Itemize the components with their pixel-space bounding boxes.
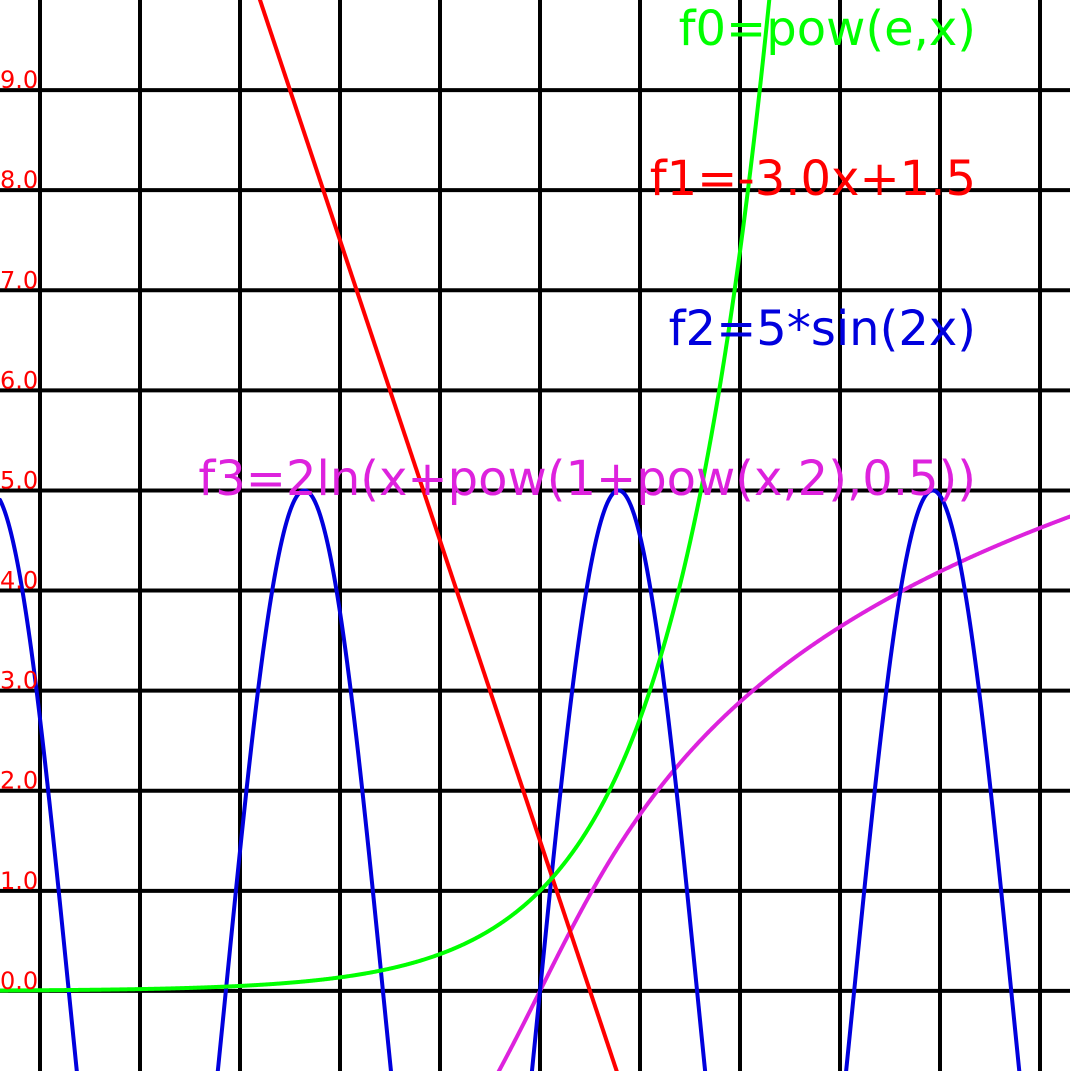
y-tick-label: 6.0 xyxy=(0,366,38,394)
legend-label-f0: f0=pow(e,x) xyxy=(679,1,976,57)
y-tick-label: 3.0 xyxy=(0,667,38,695)
horizontal-grid-lines xyxy=(0,88,1070,993)
series-line-f0 xyxy=(0,0,772,993)
function-legend: f0=pow(e,x) f1=-3.0x+1.5 f2=5*sin(2x) f3… xyxy=(198,1,976,507)
y-tick-label: 2.0 xyxy=(0,767,38,795)
y-tick-label: 1.0 xyxy=(0,867,38,895)
y-tick-label: 9.0 xyxy=(0,66,38,94)
y-tick-label: 4.0 xyxy=(0,567,38,595)
y-tick-label: 5.0 xyxy=(0,466,38,494)
series-line-f3 xyxy=(496,514,1070,1071)
series-line-f2 xyxy=(0,488,1022,1071)
y-tick-label: 8.0 xyxy=(0,166,38,194)
y-tick-labels: 0.0 1.0 2.0 3.0 4.0 5.0 6.0 7.0 8.0 9.0 xyxy=(0,66,38,995)
series-line-f1 xyxy=(257,0,619,1071)
legend-label-f2: f2=5*sin(2x) xyxy=(669,301,976,357)
legend-label-f1: f1=-3.0x+1.5 xyxy=(650,151,976,207)
legend-label-f3: f3=2ln(x+pow(1+pow(x,2),0.5)) xyxy=(198,451,976,507)
y-tick-label: 0.0 xyxy=(0,967,38,995)
y-tick-label: 7.0 xyxy=(0,266,38,294)
